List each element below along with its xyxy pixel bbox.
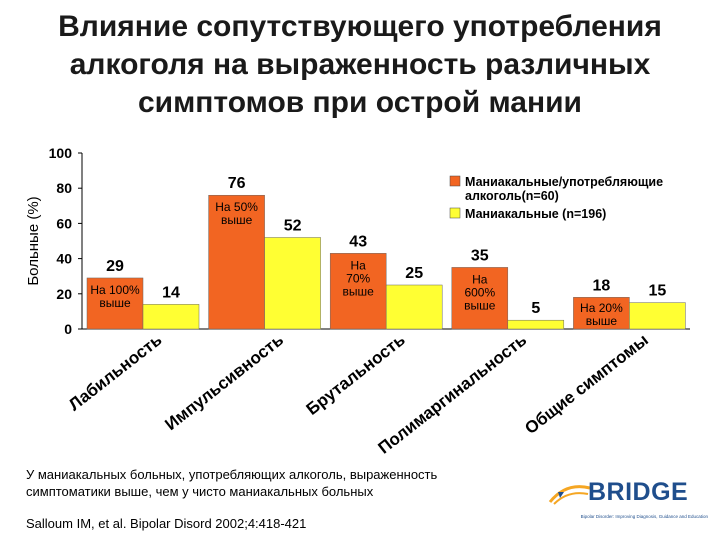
bar-annotation: На	[351, 258, 367, 272]
logo-text: BRIDGE	[588, 478, 688, 507]
value-label: 52	[284, 217, 302, 234]
y-tick-label: 60	[56, 215, 72, 231]
y-tick-label: 40	[56, 251, 72, 267]
bar-annotation: выше	[343, 284, 375, 298]
bar-annotation: 600%	[464, 285, 495, 299]
bar-annotation: На	[472, 272, 488, 286]
legend-label: алкоголь(n=60)	[465, 189, 559, 203]
value-label: 5	[531, 300, 540, 317]
bar	[386, 285, 442, 329]
y-tick-label: 100	[49, 145, 73, 161]
value-label: 76	[228, 175, 246, 192]
legend: Маниакальные/употребляющиеалкоголь(n=60)…	[450, 175, 663, 221]
bar-annotation: выше	[99, 296, 131, 310]
bar	[143, 304, 199, 329]
bar-annotation: выше	[464, 298, 496, 312]
logo-tagline: Bipolar Disorder: Improving Diagnosis, G…	[548, 514, 708, 519]
value-label: 35	[471, 247, 489, 264]
note-line-2: симптоматики выше, чем у чисто маниакаль…	[26, 483, 437, 500]
legend-swatch	[450, 176, 460, 186]
bar	[265, 237, 321, 329]
bar-annotation: выше	[586, 314, 618, 328]
category-label: Импульсивность	[161, 330, 287, 434]
note: У маниакальных больных, употребляющих ал…	[26, 466, 437, 500]
bridge-swoosh-icon	[548, 478, 592, 508]
bar	[629, 303, 685, 329]
value-label: 43	[349, 233, 367, 250]
value-label: 14	[162, 284, 180, 301]
bridge-logo: BRIDGE Bipolar Disorder: Improving Diagn…	[548, 476, 708, 536]
y-tick-label: 0	[64, 321, 72, 337]
value-label: 25	[405, 265, 423, 282]
category-label: Лабильность	[65, 330, 165, 414]
note-line-1: У маниакальных больных, употребляющих ал…	[26, 466, 437, 483]
citation: Salloum IM, et al. Bipolar Disord 2002;4…	[26, 516, 306, 531]
y-tick-label: 80	[56, 180, 72, 196]
value-label: 29	[106, 258, 124, 275]
category-label: Брутальность	[303, 330, 409, 419]
bar-annotation: выше	[221, 213, 253, 227]
bar-annotation: 70%	[346, 271, 370, 285]
bar	[508, 320, 564, 329]
value-label: 18	[593, 277, 611, 294]
bar-annotation: На 20%	[580, 301, 623, 315]
bar-annotation: На 50%	[215, 200, 258, 214]
legend-label: Маниакальные (n=196)	[465, 207, 606, 221]
bar-annotation: На 100%	[90, 283, 140, 297]
value-label: 15	[649, 283, 667, 300]
y-tick-label: 20	[56, 286, 72, 302]
legend-swatch	[450, 208, 460, 218]
y-axis-title: Больные (%)	[25, 196, 42, 285]
y-axis-label-group: Больные (%)	[25, 196, 42, 285]
legend-label: Маниакальные/употребляющие	[465, 175, 663, 189]
category-label: Общие симптомы	[521, 330, 652, 438]
